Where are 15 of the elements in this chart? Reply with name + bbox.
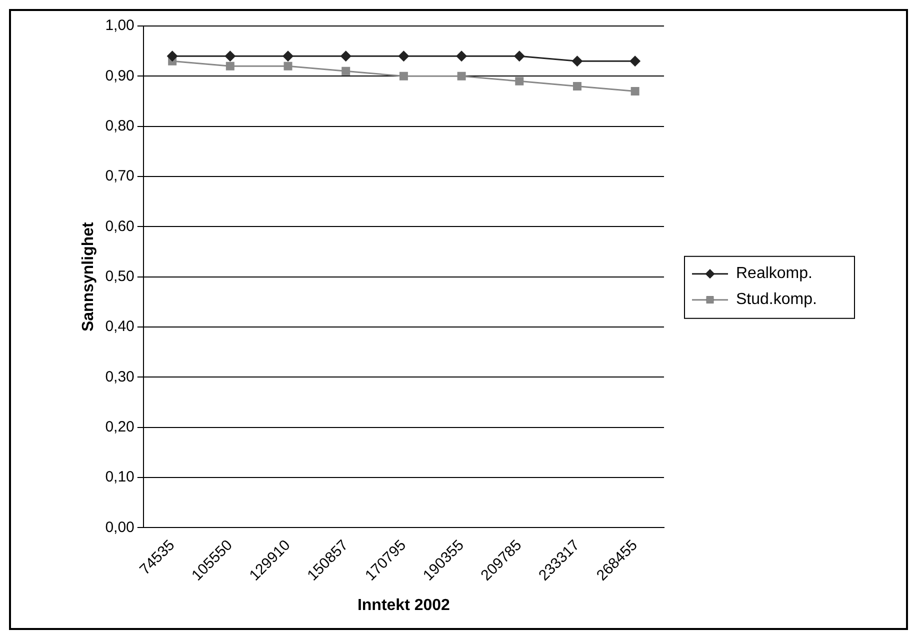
- x-axis-title: Inntekt 2002: [357, 596, 450, 614]
- y-tick-label: 0,00: [105, 518, 134, 536]
- y-tick-label: 0,80: [105, 117, 134, 134]
- legend-label: Realkomp.: [736, 265, 812, 282]
- y-tick-label: 0,50: [105, 268, 134, 285]
- y-tick-label: 0,90: [105, 67, 134, 84]
- y-tick-label: 0,30: [105, 368, 134, 386]
- y-tick-label: 0,70: [105, 168, 134, 185]
- y-tick-label: 0,40: [105, 318, 134, 336]
- y-tick-label: 0,60: [105, 218, 134, 235]
- y-tick-label: 1,00: [105, 17, 134, 34]
- y-tick-label: 0,20: [105, 418, 134, 436]
- legend-label: Stud.komp.: [736, 291, 817, 308]
- y-axis-title: Sannsynlighet: [80, 221, 98, 332]
- y-tick-label: 0,10: [105, 468, 134, 486]
